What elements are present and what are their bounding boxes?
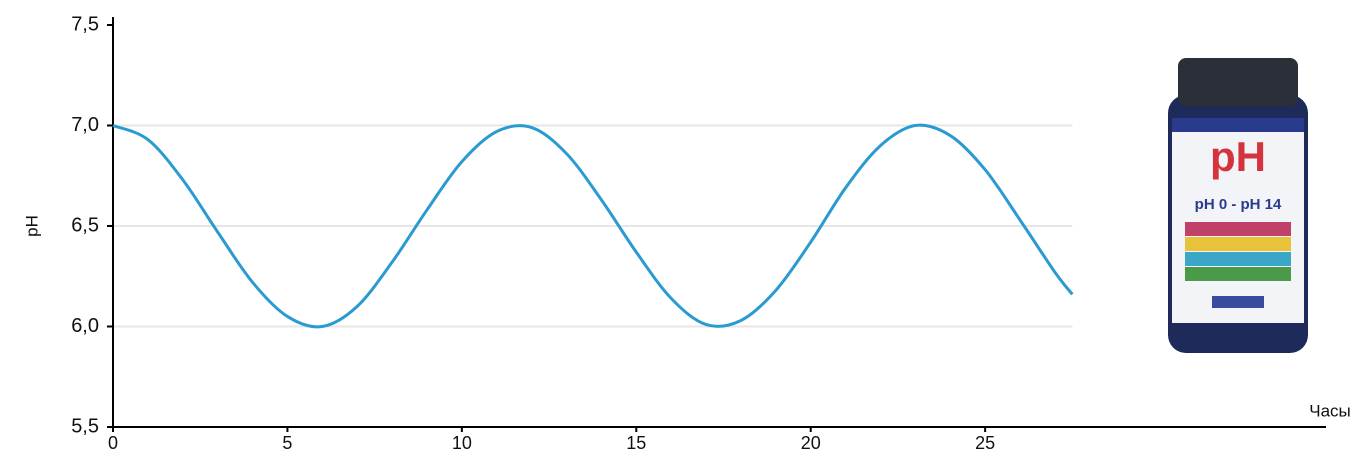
y-tick-label: 6,5 — [71, 214, 99, 236]
x-tick-label: 20 — [801, 433, 821, 453]
label-band — [1172, 118, 1304, 132]
jar-lid — [1178, 58, 1298, 106]
y-axis-label: pH — [22, 215, 41, 237]
x-tick-label: 0 — [108, 433, 118, 453]
x-axis-label: Часы — [1309, 401, 1351, 420]
x-tick-label: 5 — [282, 433, 292, 453]
y-tick-label: 7,0 — [71, 114, 99, 136]
chart: pH Часы 5,5 6,0 6,5 7,0 7,5 0 5 10 15 20 25 pH pH … — [0, 0, 1355, 454]
product-image: pH pH 0 - pH 14 — [1168, 58, 1308, 353]
label-tag — [1212, 296, 1264, 308]
y-tick-label: 6,0 — [71, 315, 99, 337]
x-tick-label: 25 — [975, 433, 995, 453]
x-tick-label: 15 — [626, 433, 646, 453]
product-range: pH 0 - pH 14 — [1195, 196, 1282, 213]
x-tick-label: 10 — [452, 433, 472, 453]
product-brand: pH — [1210, 133, 1266, 180]
y-tick-label: 7,5 — [71, 13, 99, 35]
y-tick-label: 5,5 — [71, 415, 99, 437]
